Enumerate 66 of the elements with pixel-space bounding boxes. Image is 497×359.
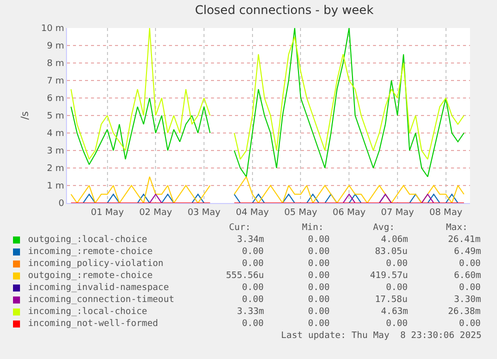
text: 0.00 bbox=[386, 283, 408, 293]
y-tick-label: 5 m bbox=[46, 112, 64, 122]
text: 0.00 bbox=[242, 283, 264, 293]
y-axis-title: /s bbox=[20, 111, 32, 120]
text: Avg: bbox=[373, 223, 395, 233]
text: Cur: bbox=[229, 223, 251, 233]
y-tick-label: 8 m bbox=[46, 59, 64, 70]
legend-label: incoming_:local-choice bbox=[28, 307, 148, 317]
text: 26.41m bbox=[448, 235, 481, 245]
y-tick-label: 2 m bbox=[46, 164, 64, 174]
legend-label: incoming_not-well-formed bbox=[28, 319, 158, 329]
text: Max: bbox=[446, 223, 468, 233]
text: 3.30m bbox=[454, 295, 482, 305]
text: 6.60m bbox=[454, 271, 482, 281]
text: 0.00 bbox=[308, 295, 330, 305]
legend-label: incoming_policy-violation bbox=[28, 259, 164, 269]
y-tick-label: 1 m bbox=[46, 182, 64, 192]
y-tick-label: 3 m bbox=[46, 146, 64, 157]
text: 0.00 bbox=[242, 259, 264, 269]
text: 0.00 bbox=[459, 319, 481, 329]
x-tick-label: 05 May bbox=[284, 208, 318, 218]
text: 0.00 bbox=[308, 271, 330, 281]
text: 0.00 bbox=[386, 319, 408, 329]
text: 0.00 bbox=[242, 295, 264, 305]
text: 17.58u bbox=[375, 295, 408, 305]
text: 0.00 bbox=[308, 307, 330, 317]
text: 6.49m bbox=[454, 247, 482, 257]
legend-label: outgoing_:remote-choice bbox=[28, 271, 153, 281]
y-tick-label: 0 bbox=[58, 199, 64, 210]
text: 0.00 bbox=[459, 259, 481, 269]
y-tick-label: 4 m bbox=[46, 129, 64, 140]
text: 555.56u bbox=[226, 271, 264, 281]
y-tick-label: 10 m bbox=[41, 24, 64, 34]
x-tick-label: 07 May bbox=[381, 208, 415, 218]
text: Last update: Thu May 8 23:30:06 2025 bbox=[281, 331, 482, 341]
text: 0.00 bbox=[308, 319, 330, 329]
x-tick-label: 03 May bbox=[188, 208, 222, 218]
x-tick-label: 06 May bbox=[332, 208, 366, 218]
text: 83.05u bbox=[375, 247, 408, 257]
text: 4.63m bbox=[381, 307, 408, 317]
chart-title: Closed connections - by week bbox=[195, 3, 374, 17]
x-tick-label: 01 May bbox=[90, 208, 124, 218]
text: 419.57u bbox=[370, 271, 408, 281]
legend-label: incoming_connection-timeout bbox=[28, 295, 174, 305]
text: 0.00 bbox=[308, 259, 330, 269]
text: 0.00 bbox=[386, 259, 408, 269]
legend-label: incoming_:remote-choice bbox=[28, 247, 153, 257]
legend-label: outgoing_:local-choice bbox=[28, 235, 148, 245]
text: 3.33m bbox=[237, 307, 264, 317]
text: 0.00 bbox=[242, 319, 264, 329]
text: 26.38m bbox=[448, 307, 481, 317]
text: 0.00 bbox=[308, 235, 330, 245]
text: 0.00 bbox=[308, 283, 330, 293]
x-tick-label: 04 May bbox=[236, 208, 270, 218]
text: 3.34m bbox=[237, 235, 264, 245]
legend-label: incoming_invalid-namespace bbox=[28, 283, 169, 293]
x-tick-label: 08 May bbox=[429, 208, 463, 218]
text: 4.06m bbox=[381, 235, 408, 245]
y-tick-label: 9 m bbox=[46, 42, 64, 52]
y-tick-label: 7 m bbox=[46, 76, 64, 87]
x-tick-label: 02 May bbox=[139, 208, 173, 218]
text: Min: bbox=[302, 223, 324, 233]
text: 0.00 bbox=[242, 247, 264, 257]
text: 0.00 bbox=[308, 247, 330, 257]
text: 0.00 bbox=[459, 283, 481, 293]
y-tick-label: 6 m bbox=[46, 94, 64, 104]
